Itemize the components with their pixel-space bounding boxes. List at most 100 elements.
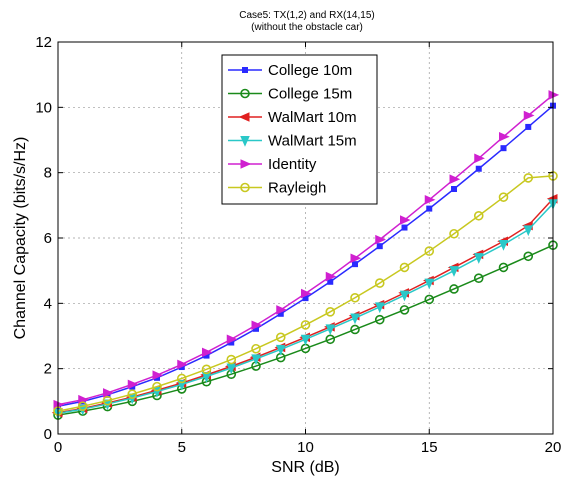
- data-point-identity: [276, 305, 287, 315]
- legend-item-rayleigh: Rayleigh: [228, 180, 326, 197]
- data-point-college-10m: [525, 123, 532, 130]
- data-point-college-15m: [399, 305, 410, 315]
- data-point-walmart-15m: [473, 253, 484, 264]
- data-point-college-15m: [498, 262, 509, 273]
- legend-marker: [238, 112, 250, 122]
- data-point-identity: [202, 347, 213, 358]
- data-point-rayleigh: [77, 401, 88, 412]
- y-tick-label: 12: [35, 34, 52, 51]
- data-point-rayleigh: [251, 343, 261, 354]
- data-point-rayleigh: [449, 228, 459, 239]
- legend-label: College 10m: [268, 62, 352, 79]
- data-point-identity: [251, 320, 263, 330]
- legend-label: WalMart 15m: [268, 133, 357, 150]
- legend: College 10m College 15m WalMart 10m WalMart…: [221, 54, 378, 205]
- data-point-identity: [301, 288, 312, 299]
- data-point-identity: [177, 359, 188, 370]
- data-point-college-10m: [376, 243, 383, 250]
- data-point-college-10m: [500, 145, 507, 152]
- data-point-rayleigh: [102, 395, 113, 406]
- data-point-rayleigh: [498, 192, 509, 202]
- data-point-rayleigh: [399, 262, 410, 273]
- y-tick-label: 2: [44, 361, 52, 378]
- data-point-identity: [103, 388, 114, 398]
- data-point-walmart-15m: [275, 344, 286, 356]
- data-point-rayleigh: [374, 278, 385, 288]
- legend-label: Identity: [268, 156, 317, 173]
- data-point-identity: [400, 215, 411, 225]
- data-point-identity: [474, 153, 485, 164]
- series-line-walmart-10m: [57, 198, 554, 414]
- data-point-rayleigh: [300, 320, 311, 330]
- data-point-college-15m: [449, 284, 459, 294]
- data-point-identity: [375, 234, 386, 245]
- data-point-college-15m: [350, 324, 360, 335]
- legend-marker: [240, 136, 250, 147]
- data-point-rayleigh: [226, 354, 237, 365]
- data-point-identity: [350, 253, 362, 264]
- x-tick-label: 0: [54, 439, 62, 456]
- axis-ticks: 0 5 10 15 20 0 2 4 6 8 10 12: [35, 34, 561, 456]
- data-point-college-10m: [451, 186, 457, 192]
- series-identity: [53, 90, 560, 410]
- y-tick-label: 0: [44, 426, 52, 443]
- x-axis-label: SNR (dB): [271, 459, 339, 476]
- data-point-identity: [499, 131, 510, 142]
- series-line-rayleigh: [57, 175, 554, 412]
- data-point-walmart-15m: [424, 278, 435, 290]
- y-tick-label: 6: [44, 230, 52, 247]
- data-point-college-15m: [523, 251, 534, 262]
- data-point-college-10m: [352, 261, 358, 268]
- data-point-walmart-15m: [374, 302, 385, 314]
- data-point-identity: [424, 195, 436, 205]
- legend-label: WalMart 10m: [268, 109, 357, 126]
- legend-item-college-10m: College 10m: [228, 62, 352, 79]
- data-point-identity: [449, 174, 461, 184]
- data-point-college-10m: [475, 165, 482, 172]
- legend-item-identity: Identity: [228, 156, 317, 173]
- data-point-rayleigh: [127, 389, 138, 399]
- chart-title-line-2: (without the obstacle car): [251, 22, 363, 33]
- series-line-college-15m: [57, 244, 554, 416]
- y-tick-label: 4: [44, 295, 52, 312]
- legend-item-college-15m: College 15m: [228, 86, 352, 103]
- data-point-identity: [325, 271, 337, 282]
- data-point-walmart-15m: [325, 324, 336, 336]
- legend-marker: [240, 159, 252, 169]
- x-tick-label: 15: [421, 439, 438, 456]
- data-point-walmart-15m: [399, 290, 410, 302]
- legend-marker: [240, 88, 250, 99]
- legend-marker: [242, 67, 248, 73]
- chart-title-line-1: Case5: TX(1,2) and RX(14,15): [239, 10, 374, 21]
- y-axis-label: Channel Capacity (bits/s/Hz): [12, 137, 29, 340]
- x-tick-label: 5: [178, 439, 186, 456]
- data-point-walmart-15m: [350, 313, 360, 325]
- y-tick-label: 10: [35, 99, 52, 116]
- data-point-college-10m: [401, 224, 408, 231]
- legend-marker: [240, 182, 250, 193]
- data-point-identity: [127, 379, 139, 390]
- legend-item-walmart-15m: WalMart 15m: [228, 133, 357, 150]
- data-point-college-15m: [325, 334, 336, 345]
- legend-label: Rayleigh: [268, 180, 326, 197]
- data-point-rayleigh: [473, 210, 484, 221]
- data-point-walmart-15m: [498, 240, 509, 251]
- data-point-rayleigh: [350, 292, 360, 303]
- data-point-rayleigh: [275, 332, 286, 343]
- data-point-rayleigh: [152, 381, 162, 392]
- legend-item-walmart-10m: WalMart 10m: [228, 109, 357, 126]
- data-point-college-15m: [424, 294, 435, 305]
- x-tick-label: 10: [297, 439, 314, 456]
- data-point-walmart-15m: [201, 372, 212, 383]
- legend-label: College 15m: [268, 86, 352, 103]
- data-point-identity: [152, 370, 164, 380]
- data-point-college-10m: [426, 205, 433, 212]
- data-point-walmart-15m: [300, 334, 311, 346]
- data-point-identity: [226, 334, 238, 345]
- data-point-rayleigh: [523, 173, 534, 183]
- data-point-rayleigh: [176, 373, 187, 384]
- data-point-walmart-15m: [523, 225, 534, 237]
- data-point-rayleigh: [201, 364, 212, 375]
- x-tick-label: 20: [545, 439, 562, 456]
